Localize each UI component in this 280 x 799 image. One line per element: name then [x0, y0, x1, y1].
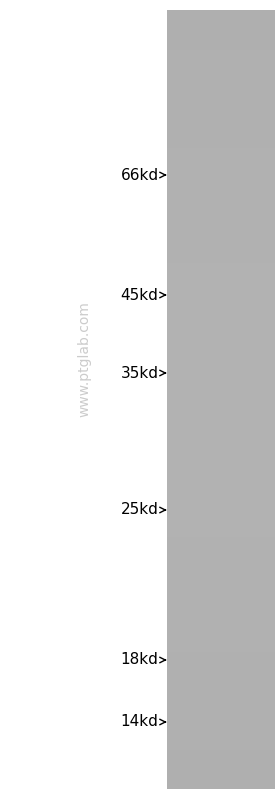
Text: 66kd: 66kd [120, 168, 158, 182]
Text: www.ptglab.com: www.ptglab.com [77, 301, 91, 418]
Text: 18kd: 18kd [121, 653, 158, 667]
Text: 35kd: 35kd [121, 365, 158, 380]
Text: 14kd: 14kd [121, 714, 158, 729]
Text: 25kd: 25kd [121, 503, 158, 518]
Text: 45kd: 45kd [121, 288, 158, 303]
